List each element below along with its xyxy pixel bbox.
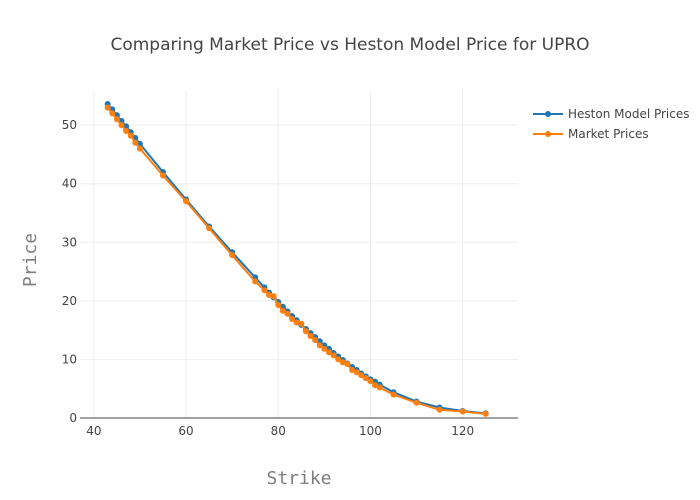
data-point	[459, 408, 466, 415]
series-line	[106, 106, 486, 415]
data-point	[344, 361, 351, 368]
data-point	[482, 410, 489, 417]
data-point	[136, 145, 143, 152]
data-point	[362, 375, 369, 382]
data-point	[358, 372, 365, 379]
gridlines	[80, 90, 518, 419]
data-point	[206, 225, 213, 232]
data-point	[159, 172, 166, 179]
y-tick-label: 30	[62, 235, 77, 249]
data-point	[321, 345, 328, 352]
data-point	[109, 110, 116, 117]
data-point	[252, 278, 259, 285]
x-tick-label: 100	[359, 424, 382, 438]
y-tick-label: 40	[62, 177, 77, 191]
data-point	[104, 104, 111, 111]
data-point	[372, 382, 379, 389]
data-point	[353, 369, 360, 376]
data-point	[113, 116, 120, 123]
data-point	[266, 292, 273, 298]
data-point	[132, 139, 139, 146]
data-point	[289, 316, 296, 323]
data-point	[118, 122, 125, 129]
series-0	[104, 101, 489, 417]
series-layer	[104, 101, 489, 417]
x-tick-label: 40	[86, 424, 101, 438]
data-point	[279, 307, 286, 314]
y-tick-label: 10	[62, 352, 77, 366]
data-point	[316, 342, 323, 349]
data-point	[302, 328, 309, 335]
data-point	[335, 356, 342, 363]
data-point	[183, 198, 190, 205]
data-point	[293, 319, 300, 326]
series-line	[106, 103, 486, 415]
legend: Heston Model Prices Market Prices	[533, 107, 690, 141]
y-tick-label: 0	[69, 411, 77, 425]
legend-label: Heston Model Prices	[568, 107, 690, 121]
data-point	[261, 287, 268, 294]
data-point	[349, 366, 356, 373]
y-tick-label: 20	[62, 294, 77, 308]
data-point	[307, 333, 314, 339]
data-point	[312, 337, 319, 344]
data-point	[123, 128, 130, 134]
legend-item[interactable]: Heston Model Prices	[533, 107, 690, 121]
y-tick-label: 50	[62, 118, 77, 132]
x-tick-label: 60	[178, 424, 193, 438]
x-axis-title: Strike	[266, 468, 331, 489]
x-tick-label: 80	[271, 424, 286, 438]
legend-label: Market Prices	[568, 127, 649, 141]
data-point	[284, 310, 291, 317]
series-1	[104, 104, 489, 417]
data-point	[298, 320, 305, 327]
data-point	[229, 252, 236, 259]
y-axis-title: Price	[20, 233, 41, 287]
data-point	[376, 384, 383, 391]
legend-marker	[545, 131, 551, 137]
data-point	[325, 349, 332, 356]
data-point	[275, 301, 282, 308]
chart-title: Comparing Market Price vs Heston Model P…	[110, 35, 589, 55]
data-point	[127, 132, 134, 139]
legend-item[interactable]: Market Prices	[533, 127, 649, 141]
data-point	[390, 391, 397, 398]
data-point	[413, 399, 420, 406]
data-point	[270, 293, 277, 300]
data-point	[339, 359, 346, 366]
data-point	[367, 378, 374, 385]
data-point	[330, 352, 337, 359]
legend-marker	[545, 111, 551, 117]
x-tick-label: 120	[451, 424, 474, 438]
tick-labels: 40 60 80 100 120 0 10 20 30 40 50	[62, 118, 474, 438]
data-point	[436, 406, 443, 413]
